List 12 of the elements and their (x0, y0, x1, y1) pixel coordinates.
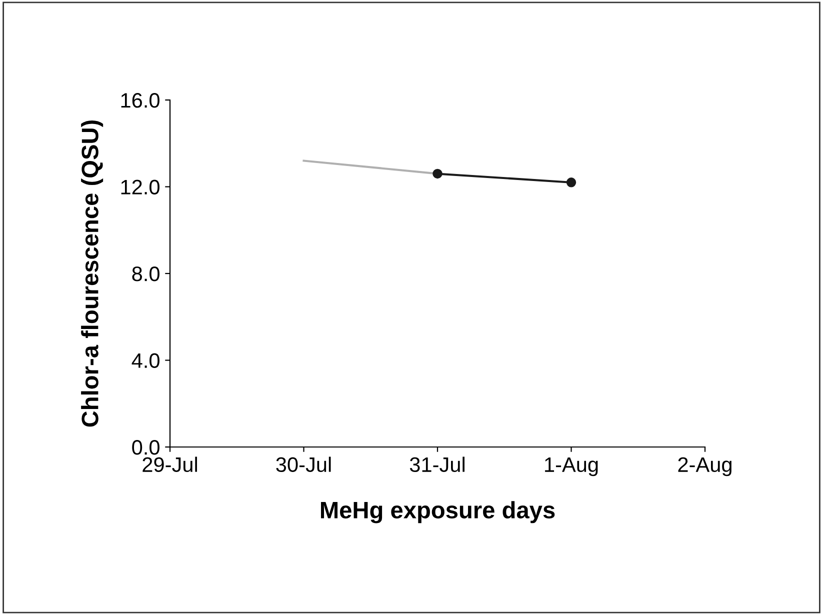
y-tick-label: 8.0 (132, 266, 160, 282)
y-tick-label: 0.0 (132, 440, 160, 455)
x-tick-label: 31-Jul (410, 456, 464, 472)
x-tick-label: 29-Jul (142, 456, 197, 472)
y-tick-label: 4.0 (132, 353, 160, 368)
x-tick-label: 30-Jul (276, 456, 331, 472)
y-tick-label: 12.0 (121, 180, 160, 195)
x-tick-label: 2-Aug (678, 457, 732, 476)
y-axis-title: Chlor-a flourescence (QSU) (81, 120, 104, 427)
x-axis-title: MeHg exposure days (320, 501, 555, 524)
x-tick-label: 1-Aug (545, 457, 598, 476)
y-tick-label: 16.0 (121, 93, 160, 108)
